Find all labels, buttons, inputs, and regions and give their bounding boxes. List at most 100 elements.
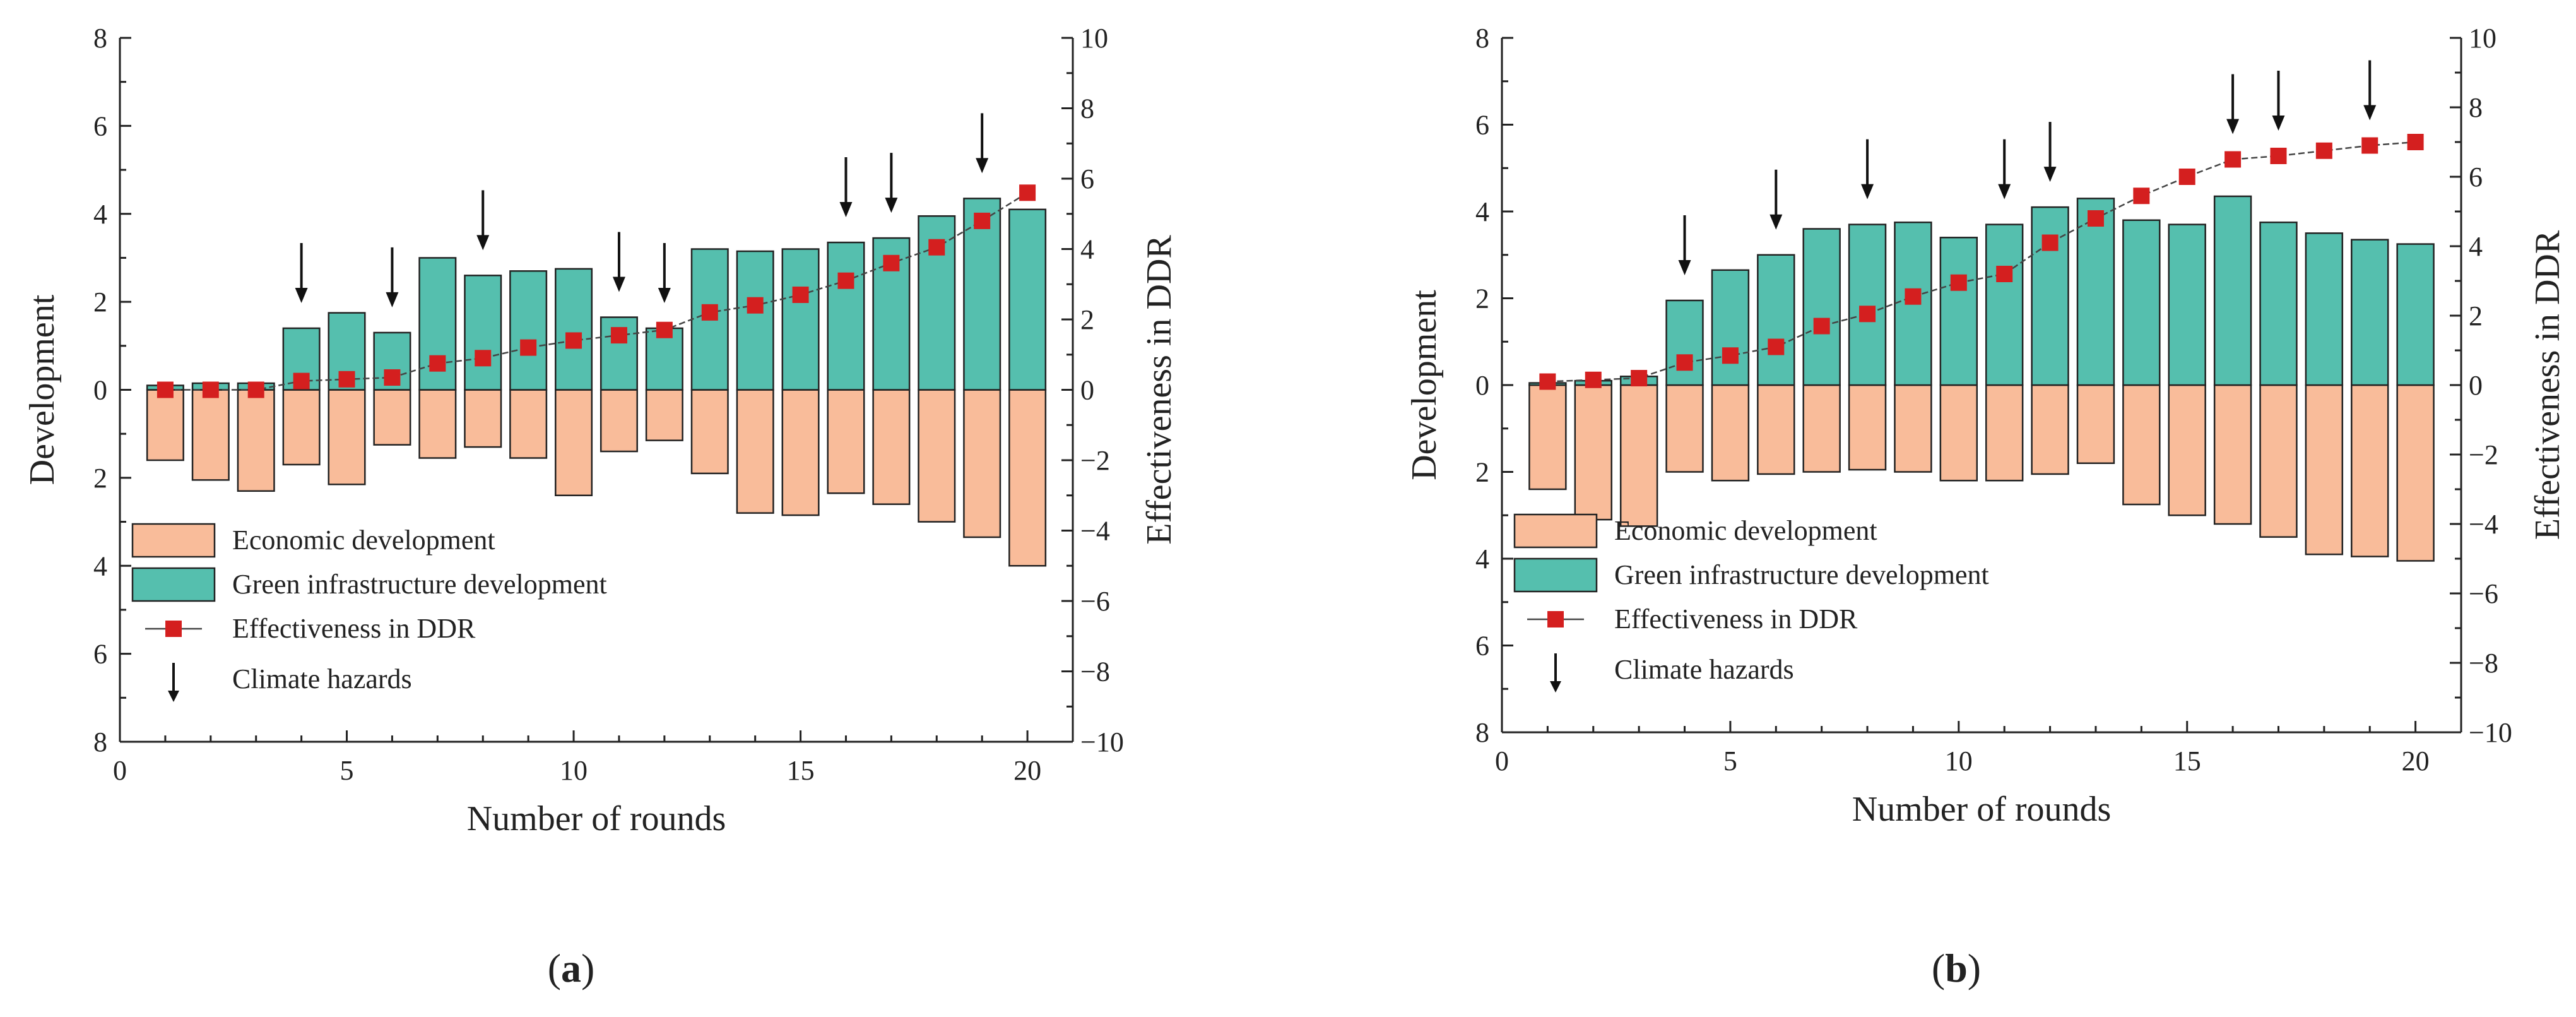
green-bar bbox=[1757, 254, 1795, 386]
legend-green-swatch bbox=[1513, 557, 1598, 593]
y2-tick-label: −2 bbox=[1080, 445, 1110, 476]
y-axis-title: Development bbox=[23, 294, 62, 485]
economic-bar bbox=[509, 389, 548, 459]
panel-label-close: ) bbox=[1968, 946, 1981, 990]
economic-bar bbox=[1008, 389, 1047, 567]
x-tick-label: 15 bbox=[787, 755, 815, 786]
effectiveness-point bbox=[429, 355, 446, 372]
effectiveness-point bbox=[610, 327, 627, 344]
y2-tick-label: 10 bbox=[1080, 23, 1108, 54]
panel-label-open: ( bbox=[1932, 946, 1945, 990]
effectiveness-point bbox=[2270, 148, 2287, 164]
legend-economic-swatch bbox=[131, 523, 216, 558]
y2-tick-label: 8 bbox=[1080, 93, 1094, 124]
economic-bar bbox=[328, 389, 366, 485]
panel-label: (a) bbox=[548, 946, 595, 990]
y-tick-label: 2 bbox=[1475, 457, 1489, 488]
x-tick-label: 10 bbox=[1945, 746, 1973, 776]
y-tick-label: 4 bbox=[1475, 544, 1489, 574]
effectiveness-point bbox=[837, 272, 854, 289]
effectiveness-point bbox=[656, 321, 673, 338]
y-tick-label: 6 bbox=[1475, 631, 1489, 662]
y2-tick-label: 6 bbox=[1080, 164, 1094, 194]
economic-bar bbox=[1894, 384, 1932, 473]
effectiveness-point bbox=[2178, 169, 2195, 185]
economic-bar bbox=[2031, 384, 2069, 475]
y-tick-label: 4 bbox=[93, 199, 107, 230]
effectiveness-point bbox=[2041, 234, 2059, 251]
effectiveness-point bbox=[247, 381, 264, 398]
legend-economic-label: Economic development bbox=[1614, 515, 1877, 546]
economic-bar bbox=[1665, 384, 1704, 473]
legend-hazard-label: Climate hazards bbox=[1614, 654, 1794, 685]
economic-bar bbox=[1802, 384, 1841, 473]
economic-bar bbox=[1619, 384, 1658, 527]
climate-hazard-arrowhead bbox=[2272, 116, 2285, 131]
economic-bar bbox=[645, 389, 683, 441]
economic-bar bbox=[827, 389, 865, 494]
panel-label-letter: a bbox=[561, 946, 581, 990]
effectiveness-point bbox=[2224, 151, 2242, 168]
y2-tick-label: −6 bbox=[2469, 578, 2498, 609]
climate-hazard-arrowhead bbox=[839, 202, 853, 218]
legend-hazard-label: Climate hazards bbox=[232, 663, 412, 694]
effectiveness-point bbox=[520, 339, 537, 356]
economic-bar bbox=[2168, 384, 2206, 516]
y-tick-label: 8 bbox=[1475, 717, 1489, 748]
y-tick-label: 0 bbox=[1475, 370, 1489, 401]
green-bar bbox=[509, 270, 548, 391]
y2-tick-label: 8 bbox=[2469, 92, 2483, 123]
green-bar bbox=[1711, 269, 1750, 386]
economic-bar bbox=[1985, 384, 2024, 482]
legend-green-label: Green infrastructure development bbox=[232, 569, 607, 600]
economic-bar bbox=[1848, 384, 1887, 471]
economic-bar bbox=[1939, 384, 1978, 482]
effectiveness-point bbox=[1676, 354, 1693, 371]
y2-tick-label: 10 bbox=[2469, 23, 2496, 54]
effectiveness-point bbox=[1813, 318, 1830, 335]
effectiveness-point bbox=[293, 372, 310, 390]
economic-bar bbox=[963, 389, 1001, 538]
effectiveness-point bbox=[1539, 373, 1556, 390]
green-bar bbox=[827, 241, 865, 391]
economic-bar bbox=[1757, 384, 1795, 475]
effectiveness-point bbox=[928, 239, 945, 256]
legend-green-label: Green infrastructure development bbox=[1614, 559, 1989, 590]
economic-bar bbox=[555, 389, 593, 496]
effectiveness-point bbox=[157, 381, 174, 398]
y2-tick-label: 0 bbox=[1080, 375, 1094, 406]
y-tick-label: 6 bbox=[93, 639, 107, 670]
economic-bar bbox=[1574, 384, 1612, 521]
x-tick-label: 20 bbox=[1013, 755, 1041, 786]
y2-tick-label: −8 bbox=[2469, 648, 2498, 679]
economic-bar bbox=[918, 389, 956, 523]
y2-axis-title: Effectiveness in DDR bbox=[1140, 235, 1179, 545]
economic-bar bbox=[2305, 384, 2344, 556]
green-bar bbox=[1008, 208, 1047, 391]
y2-tick-label: −6 bbox=[1080, 586, 1110, 617]
y2-tick-label: −10 bbox=[1080, 727, 1124, 758]
panel-label-close: ) bbox=[581, 946, 594, 990]
y2-tick-label: 2 bbox=[2469, 300, 2483, 331]
effectiveness-point bbox=[701, 304, 718, 321]
y-tick-label: 4 bbox=[1475, 196, 1489, 227]
climate-hazard-arrowhead bbox=[612, 277, 625, 292]
legend-economic-label: Economic development bbox=[232, 525, 495, 556]
economic-bar bbox=[1711, 384, 1750, 482]
green-bar bbox=[2076, 198, 2115, 386]
effectiveness-point bbox=[1768, 338, 1785, 355]
y2-tick-label: 0 bbox=[2469, 370, 2483, 401]
panel-label: (b) bbox=[1932, 946, 1981, 990]
y-tick-label: 2 bbox=[1475, 283, 1489, 314]
panel-label-open: ( bbox=[548, 946, 561, 990]
economic-bar bbox=[600, 389, 638, 453]
effectiveness-point bbox=[883, 254, 900, 271]
economic-bar bbox=[2122, 384, 2161, 506]
economic-bar bbox=[872, 389, 911, 505]
legend-economic-swatch bbox=[1513, 513, 1598, 549]
effectiveness-point bbox=[384, 369, 401, 386]
economic-bar bbox=[736, 389, 774, 514]
x-tick-label: 15 bbox=[2173, 746, 2201, 776]
